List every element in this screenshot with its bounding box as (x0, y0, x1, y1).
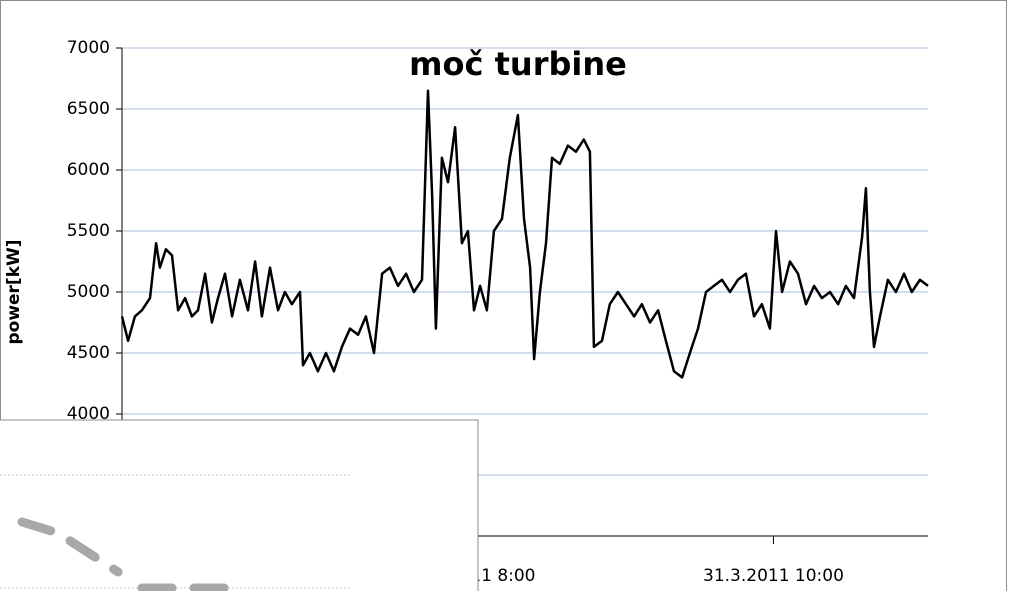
y-tick-label: 7000 (67, 38, 110, 58)
y-tick-label: 4000 (67, 404, 110, 424)
x-tick-label: 31.3.2011 10:00 (703, 566, 844, 586)
series-line (120, 89, 929, 379)
chart-title: moč turbine (409, 45, 627, 83)
y-tick-label: 5000 (67, 282, 110, 302)
plot (120, 89, 929, 379)
y-tick-label: 6000 (67, 160, 110, 180)
overlay-dashed-line (17, 517, 123, 577)
y-tick-label: 6500 (67, 99, 110, 119)
y-axis-label: power[kW] (4, 239, 24, 344)
overlay-window (0, 419, 479, 595)
y-tick-label: 5500 (67, 221, 110, 241)
overlay-panel (0, 419, 479, 595)
y-tick-label: 4500 (67, 343, 110, 363)
